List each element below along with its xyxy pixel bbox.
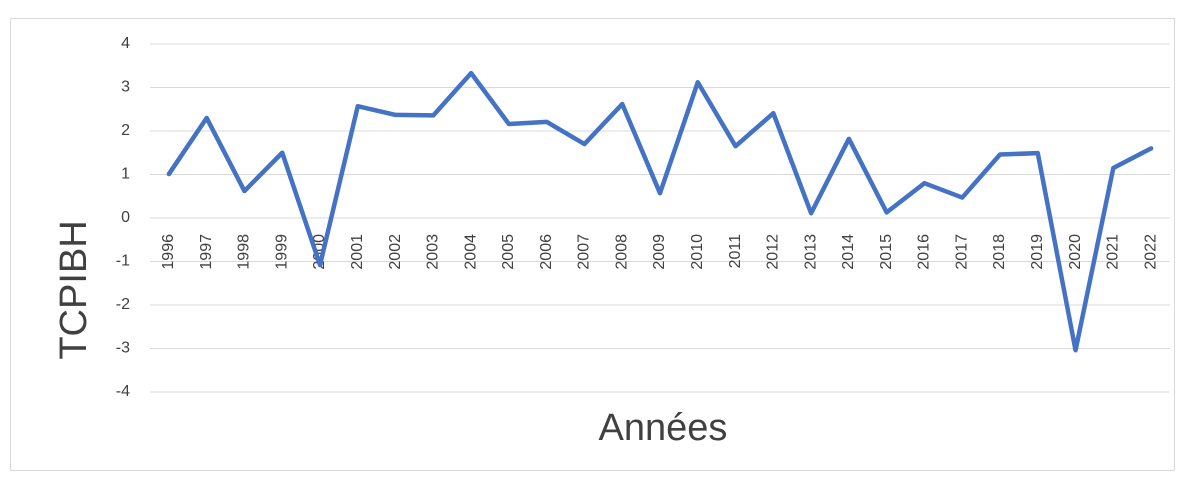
y-tick-label: 1 <box>121 166 130 183</box>
x-tick-label: 2014 <box>840 234 857 270</box>
x-tick-label: 2002 <box>387 234 404 270</box>
x-tick-label: 1997 <box>198 234 215 270</box>
chart-frame <box>10 18 1175 471</box>
line-series <box>166 70 1154 353</box>
x-tick-label: 2003 <box>425 234 442 270</box>
x-tick-label: 2021 <box>1105 234 1122 270</box>
x-tick-label: 2012 <box>765 234 782 270</box>
y-axis-title: TCPIBH <box>53 220 95 359</box>
y-tick-label: 4 <box>121 35 130 52</box>
x-tick-label: 1999 <box>273 234 290 270</box>
x-tick-label: 2006 <box>538 234 555 270</box>
x-axis-title: Années <box>599 407 728 449</box>
x-tick-label: 1996 <box>160 234 177 270</box>
x-tick-label: 2016 <box>916 234 933 270</box>
x-tick-label: 2009 <box>651 234 668 270</box>
y-tick-label: 0 <box>121 209 130 226</box>
x-tick-label: 2018 <box>991 234 1008 270</box>
x-tick-label: 2015 <box>878 234 895 270</box>
x-tick-label: 2019 <box>1029 234 1046 270</box>
x-tick-label: 2013 <box>802 234 819 270</box>
y-tick-label: -4 <box>116 383 130 400</box>
x-tick-label: 2001 <box>349 234 366 270</box>
y-tick-label: -3 <box>116 340 130 357</box>
y-tick-label: -1 <box>116 253 130 270</box>
y-tick-label: 3 <box>121 79 130 96</box>
x-tick-label: 2004 <box>462 234 479 270</box>
x-tick-label: 2020 <box>1067 234 1084 270</box>
x-tick-label: 2022 <box>1142 234 1159 270</box>
x-tick-label: 2017 <box>953 234 970 270</box>
x-tick-label: 1998 <box>236 234 253 270</box>
x-tick-label: 2011 <box>727 234 744 269</box>
y-tick-label: -2 <box>116 296 130 313</box>
x-tick-label: 2007 <box>576 234 593 270</box>
y-tick-label: 2 <box>121 122 130 139</box>
x-tick-label: 2005 <box>500 234 517 270</box>
x-tick-label: 2008 <box>613 234 630 270</box>
x-tick-label: 2010 <box>689 234 706 270</box>
